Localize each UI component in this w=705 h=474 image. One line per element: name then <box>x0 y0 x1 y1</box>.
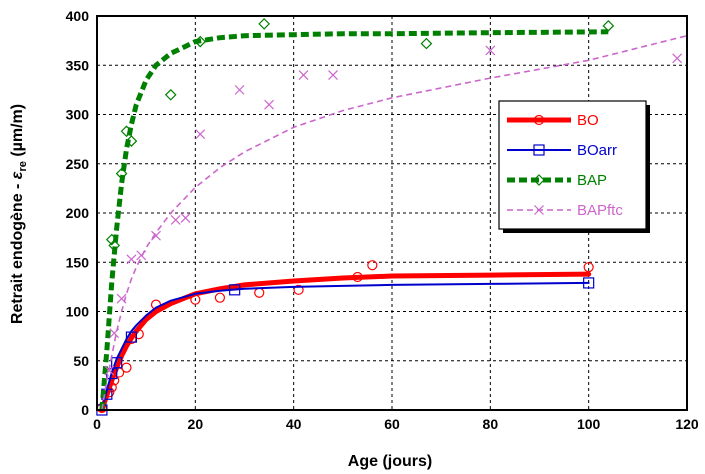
data-point-BO <box>190 294 201 305</box>
legend-marker-BO <box>533 114 545 126</box>
y-axis-title-prefix: Retrait endogène - <box>9 179 26 324</box>
data-point-BO <box>121 362 132 373</box>
data-point-BAP <box>164 88 177 101</box>
series-line-BO <box>99 271 592 413</box>
y-tick-label: 0 <box>81 402 89 418</box>
y-tick-label: 100 <box>66 304 90 320</box>
data-point-BAPftc <box>328 70 338 81</box>
y-tick-label: 50 <box>73 353 89 369</box>
series-line-BOarr <box>100 281 590 411</box>
data-point-BO <box>133 329 144 340</box>
data-point-BAP <box>115 167 128 180</box>
data-point-BOarr <box>583 277 595 289</box>
gridlines <box>97 16 687 410</box>
data-point-BAPftc <box>109 328 120 339</box>
data-point-BAPftc <box>151 230 161 241</box>
series-BAPftc <box>101 34 688 411</box>
y-tick-label: 300 <box>66 107 90 123</box>
data-point-BAPftc <box>136 250 147 261</box>
data-point-BOarr <box>125 331 138 343</box>
series-BAP <box>99 18 615 411</box>
data-point-BO <box>254 287 265 298</box>
legend: BO BOarr BAP BAPftc <box>498 100 650 233</box>
data-point-BAPftc <box>485 45 496 56</box>
legend-marker-BOarr <box>533 144 545 156</box>
x-tick-label: 0 <box>93 416 101 432</box>
plot-frame <box>96 15 688 411</box>
data-point-BAPftc <box>180 213 191 223</box>
legend-label-BOarr: BOarr <box>577 142 617 159</box>
data-point-BAPftc <box>234 84 245 95</box>
data-point-BO <box>214 292 226 303</box>
data-point-BO <box>293 284 304 295</box>
legend-label-BAPftc: BAPftc <box>577 202 623 219</box>
series-line-BAP <box>99 29 609 411</box>
data-point-BAP <box>602 20 615 32</box>
data-point-BAPftc <box>126 254 137 265</box>
data-point-BOarr <box>111 357 123 369</box>
data-point-BAP <box>120 125 133 138</box>
data-point-BAP <box>125 135 138 147</box>
y-axis-title-symbol: ε <box>9 171 26 179</box>
legend-marker-BAP <box>533 174 545 186</box>
x-tick-label: 60 <box>384 416 400 432</box>
data-point-BAPftc <box>298 70 309 81</box>
data-point-BAPftc <box>104 365 115 376</box>
y-tick-label: 400 <box>66 8 90 24</box>
y-tick-label: 250 <box>66 156 90 172</box>
legend-label-BAP: BAP <box>577 172 607 189</box>
y-tick-label: 200 <box>66 205 90 221</box>
legend-marker-BAPftc <box>534 205 544 215</box>
x-tick-label: 40 <box>286 416 302 432</box>
tick-labels: 0 20 40 60 80 100 120 0 50 100 150 200 250 300 350 400 <box>66 8 699 432</box>
data-point-BAP <box>194 35 207 48</box>
data-point-BO <box>583 262 594 273</box>
y-axis-title-unit: (µm/m) <box>9 104 26 161</box>
data-point-BOarr <box>229 284 241 296</box>
y-axis-title: Retrait endogène - εre (µm/m) <box>9 104 29 324</box>
x-tick-label: 100 <box>577 416 601 432</box>
data-point-BAPftc <box>672 53 683 64</box>
series-layer <box>96 18 688 416</box>
data-point-BAPftc <box>170 214 181 225</box>
series-line-BAPftc <box>101 34 688 411</box>
x-tick-label: 20 <box>188 416 204 432</box>
data-point-BAP <box>258 18 271 30</box>
data-point-BAPftc <box>195 129 206 140</box>
data-point-BO <box>352 271 363 283</box>
y-tick-label: 350 <box>66 57 90 73</box>
x-axis-title: Age (jours) <box>348 453 432 470</box>
x-tick-label: 80 <box>483 416 499 432</box>
y-axis-title-subscript: re <box>17 161 29 171</box>
data-point-BAP <box>108 239 121 252</box>
series-BOarr <box>96 277 595 416</box>
y-tick-label: 150 <box>66 254 90 270</box>
data-point-BAP <box>420 37 433 50</box>
data-point-BO <box>367 260 378 271</box>
x-tick-label: 120 <box>675 416 699 432</box>
legend-label-BO: BO <box>577 112 599 129</box>
data-point-BAPftc <box>116 293 127 304</box>
data-point-BAP <box>105 233 118 246</box>
data-point-BAPftc <box>264 99 275 110</box>
